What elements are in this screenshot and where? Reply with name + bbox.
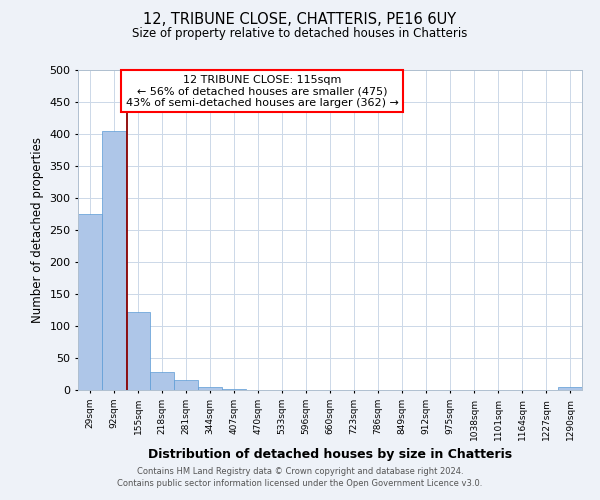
Text: 12, TRIBUNE CLOSE, CHATTERIS, PE16 6UY: 12, TRIBUNE CLOSE, CHATTERIS, PE16 6UY (143, 12, 457, 28)
Bar (102, 131, 126, 390)
Text: Contains public sector information licensed under the Open Government Licence v3: Contains public sector information licen… (118, 478, 482, 488)
Bar (198, 387, 222, 390)
Bar (150, 372, 174, 390)
Text: Size of property relative to detached houses in Chatteris: Size of property relative to detached ho… (133, 28, 467, 40)
Bar (78, 214, 102, 390)
Bar (558, 387, 582, 390)
Bar (174, 380, 198, 390)
Bar (126, 312, 150, 390)
Y-axis label: Number of detached properties: Number of detached properties (31, 137, 44, 323)
X-axis label: Distribution of detached houses by size in Chatteris: Distribution of detached houses by size … (148, 448, 512, 461)
Text: 12 TRIBUNE CLOSE: 115sqm
← 56% of detached houses are smaller (475)
43% of semi-: 12 TRIBUNE CLOSE: 115sqm ← 56% of detach… (125, 75, 398, 108)
Text: Contains HM Land Registry data © Crown copyright and database right 2024.: Contains HM Land Registry data © Crown c… (137, 467, 463, 476)
